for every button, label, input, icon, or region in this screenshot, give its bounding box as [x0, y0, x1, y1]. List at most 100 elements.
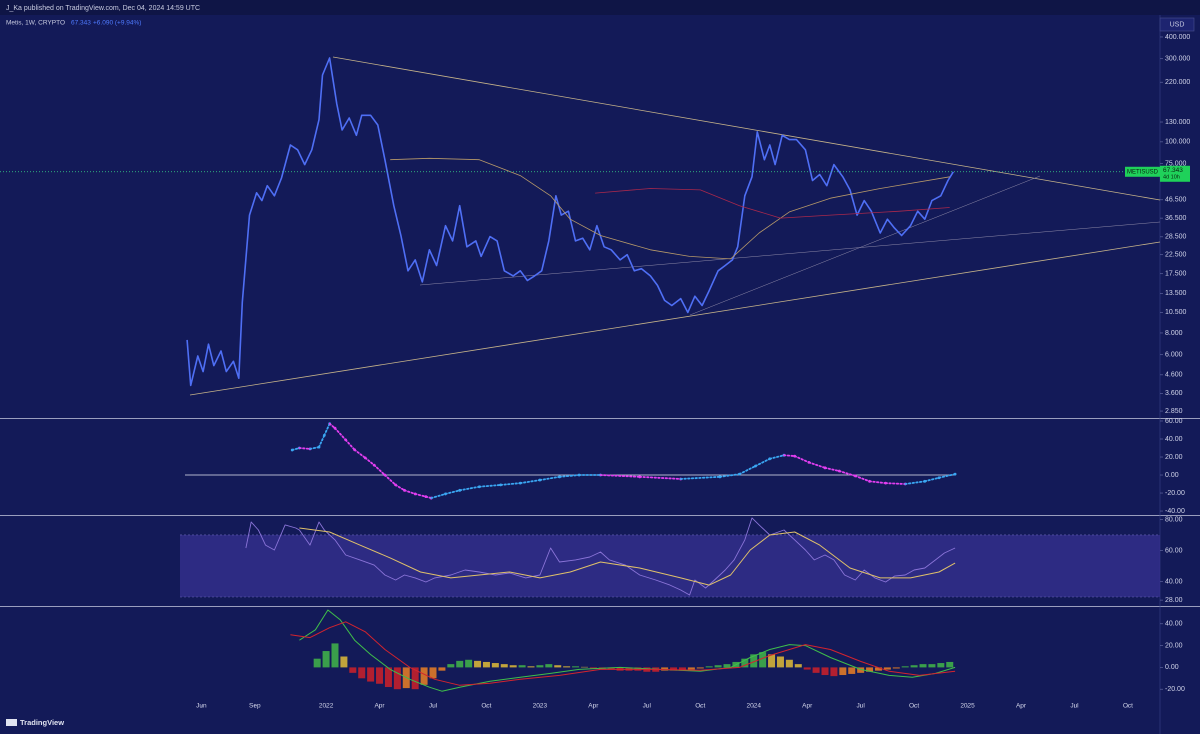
x-tick-label: Sep [249, 703, 261, 710]
x-tick-label: Jul [643, 703, 652, 710]
y-tick-label: 60.00 [1165, 547, 1183, 554]
dot-trail [539, 475, 561, 481]
y-tick-label: 22.500 [1165, 252, 1187, 259]
trendline [189, 241, 1161, 396]
dot-trail [868, 480, 887, 485]
histogram-bar [821, 667, 829, 676]
histogram-bar [580, 666, 588, 668]
y-tick-label: 0.00 [1165, 664, 1179, 671]
trendline [332, 56, 1161, 201]
y-tick-label: 17.500 [1165, 271, 1187, 278]
y-tick-label: -20.00 [1165, 490, 1185, 497]
histogram-bar [705, 666, 713, 668]
dot-trail [334, 427, 347, 441]
histogram-bar [411, 667, 419, 690]
dot-trail [638, 475, 682, 480]
dot-trail [738, 465, 757, 476]
x-tick-label: Oct [909, 703, 919, 710]
symbol-tag [1125, 166, 1160, 177]
dot-trail [383, 474, 397, 486]
dot-trail [444, 489, 461, 495]
publisher: J_Ka published on TradingView.com, Dec 0… [6, 5, 200, 12]
dot-trail [768, 454, 785, 460]
histogram-bar [910, 665, 918, 668]
dot-trail [718, 473, 741, 478]
histogram-bar [589, 667, 597, 669]
y-tick-label: 400.000 [1165, 34, 1190, 41]
symbol-tag-label: METISUSD [1127, 169, 1159, 175]
histogram-bar [759, 652, 767, 668]
price-tag-label: 67.343 [1163, 167, 1183, 174]
histogram-bar [750, 654, 758, 668]
series-line [299, 609, 956, 692]
histogram-bar [919, 664, 927, 668]
histogram-bar [839, 667, 847, 676]
histogram-bar [892, 667, 900, 669]
histogram-bar [776, 656, 784, 668]
histogram-bar [393, 667, 401, 690]
y-tick-label: 20.00 [1165, 642, 1183, 649]
histogram-bar [714, 665, 722, 668]
dot-trail [499, 482, 522, 486]
histogram-bar [456, 660, 464, 668]
histogram-bar [794, 664, 802, 668]
y-tick-label: 220.000 [1165, 79, 1190, 86]
y-tick-label: 3.600 [1165, 390, 1183, 397]
dot-trail [904, 480, 926, 485]
y-tick-label: 40.00 [1165, 436, 1183, 443]
dot-trail [414, 493, 427, 498]
y-tick-label: -20.00 [1165, 686, 1185, 693]
y-tick-label: 300.000 [1165, 56, 1190, 63]
x-tick-label: Apr [588, 703, 599, 710]
y-tick-label: 20.00 [1165, 454, 1183, 461]
series-line [299, 527, 956, 586]
x-tick-label: 2025 [960, 703, 975, 710]
histogram-bar [803, 667, 811, 670]
currency[interactable]: USD [1170, 21, 1185, 28]
histogram-bar [874, 667, 882, 671]
histogram-bar [848, 667, 856, 674]
x-tick-label: Oct [1123, 703, 1133, 710]
histogram-bar [866, 667, 874, 672]
dot-trail [298, 447, 311, 450]
histogram-bar [376, 667, 384, 684]
histogram-bar [349, 667, 357, 673]
histogram-bar [482, 661, 490, 668]
dot-trail [599, 474, 641, 478]
x-tick-label: Jul [856, 703, 865, 710]
histogram-bar [500, 664, 508, 668]
histogram-bar [661, 667, 669, 671]
histogram-bar [883, 667, 891, 670]
histogram-bar [545, 664, 553, 668]
y-tick-label: 60.00 [1165, 418, 1183, 425]
y-tick-label: 46.500 [1165, 197, 1187, 204]
histogram-bar [358, 667, 366, 679]
histogram-bar [447, 664, 455, 668]
dot-trail [938, 473, 956, 479]
x-tick-label: Apr [1016, 703, 1027, 710]
histogram-bar [937, 663, 945, 668]
dot-trail [318, 434, 326, 449]
logo-text: TradingView [20, 718, 64, 727]
logo-mark [6, 719, 17, 726]
series-line [390, 157, 950, 260]
y-tick-label: 28.00 [1165, 597, 1183, 604]
trendline [419, 221, 1161, 286]
y-tick-label: 36.500 [1165, 215, 1187, 222]
x-tick-label: Oct [695, 703, 705, 710]
dot-trail [394, 484, 406, 492]
dot-trail [754, 457, 771, 467]
histogram-bar [509, 665, 517, 668]
y-tick-label: 40.00 [1165, 621, 1183, 628]
histogram-bar [384, 667, 392, 688]
histogram-bar [527, 666, 535, 668]
y-tick-label: 8.000 [1165, 330, 1183, 337]
x-tick-label: 2024 [746, 703, 761, 710]
dot-trail [291, 447, 301, 451]
x-tick-label: Jul [429, 703, 438, 710]
dot-trail [808, 461, 826, 469]
countdown: 4d 10h [1163, 175, 1180, 181]
dot-trail [884, 482, 907, 485]
